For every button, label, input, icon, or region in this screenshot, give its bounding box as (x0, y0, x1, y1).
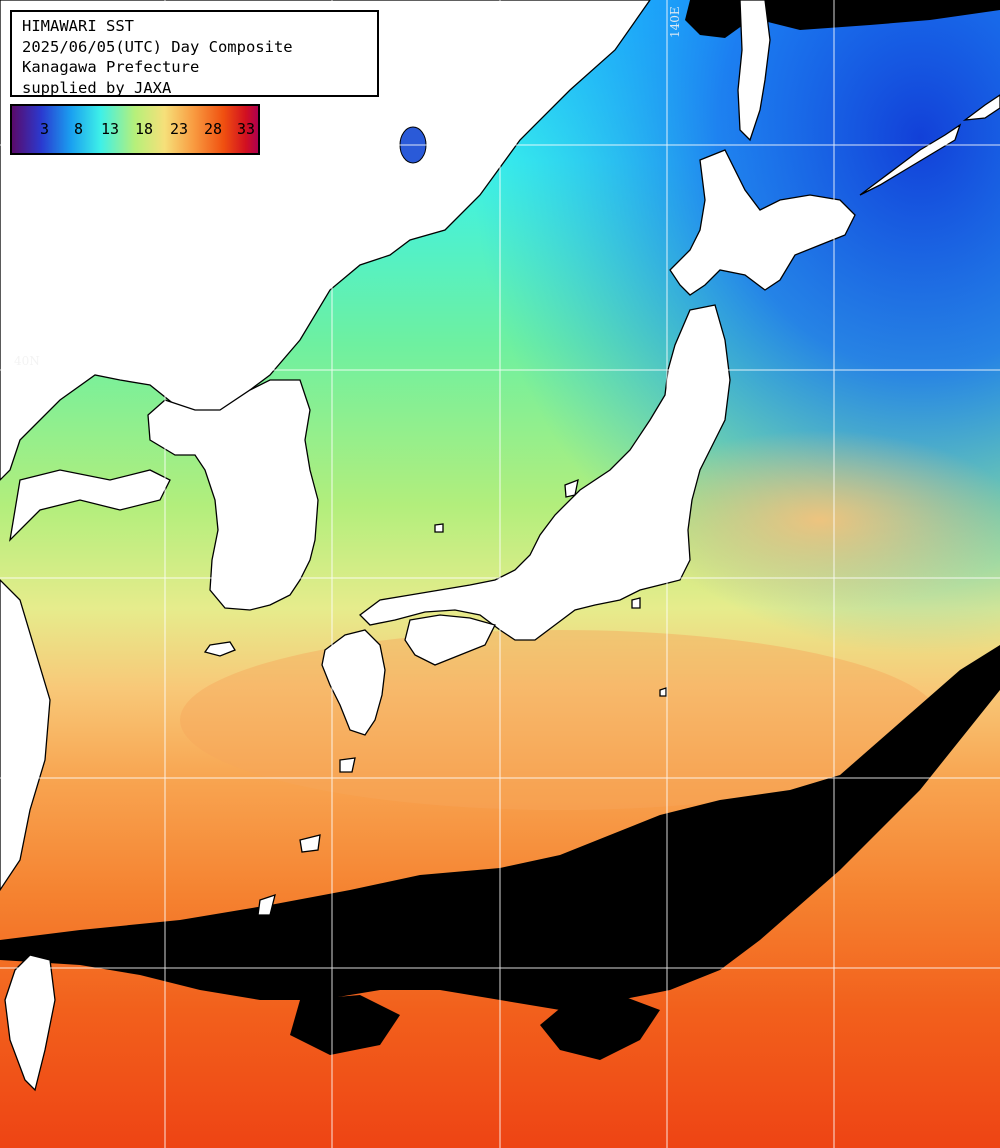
shikoku (404, 614, 496, 666)
color-scale-tick: 8 (74, 120, 84, 138)
color-scale-tick: 18 (135, 120, 154, 138)
kuril-islands (962, 94, 1000, 121)
honshu (359, 304, 731, 641)
color-scale-tick: 13 (101, 120, 120, 138)
title-line-credit: supplied by JAXA (22, 78, 172, 97)
title-box: HIMAWARI SST 2025/06/05(UTC) Day Composi… (10, 10, 379, 97)
longitude-label: 140E (668, 6, 682, 38)
liaodong (9, 469, 171, 542)
cloud-mask-north (750, 0, 1000, 30)
korean-peninsula (147, 379, 319, 611)
cloud-mask-band (0, 645, 1000, 1010)
color-scale-bar (12, 106, 258, 153)
izu-island (659, 687, 667, 697)
kyushu (321, 629, 386, 736)
ulleungdo (434, 523, 444, 533)
color-scale-legend: 3 8 13 18 23 28 33 (10, 104, 260, 155)
cloud-mask-patch (290, 995, 400, 1055)
ryukyu-island (339, 757, 356, 773)
mainland-asia-south (0, 579, 51, 892)
kuril-islands (859, 123, 962, 196)
sakhalin (737, 0, 771, 142)
izu-island (631, 597, 641, 609)
title-line-date: 2025/06/05(UTC) Day Composite (22, 37, 293, 56)
ryukyu-island (299, 834, 321, 853)
title-line-product: HIMAWARI SST (22, 17, 134, 35)
sado (564, 478, 579, 498)
ryukyu-island (257, 894, 276, 916)
cloud-mask-patch (540, 995, 660, 1060)
taiwan (4, 954, 56, 1092)
color-scale-tick: 23 (170, 120, 189, 138)
latitude-label: 40N (14, 354, 40, 368)
title-line-region: Kanagawa Prefecture (22, 58, 200, 76)
color-scale-tick: 33 (237, 120, 256, 138)
color-scale-tick: 28 (204, 120, 223, 138)
warm-eddy (620, 430, 1000, 610)
color-scale-tick: 3 (40, 120, 50, 138)
hokkaido (669, 149, 856, 296)
jeju (203, 641, 236, 657)
